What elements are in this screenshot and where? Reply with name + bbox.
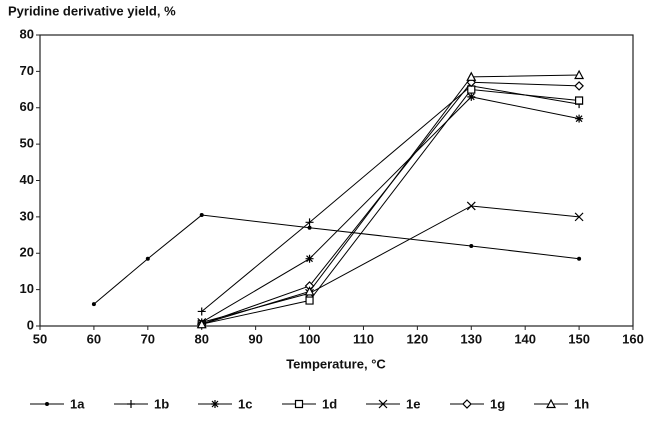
x-tick-label: 50 bbox=[33, 331, 47, 346]
marker bbox=[467, 92, 476, 101]
marker bbox=[466, 71, 477, 81]
legend-marker bbox=[45, 402, 49, 406]
marker bbox=[305, 254, 314, 263]
series-line bbox=[201, 81, 580, 325]
marker bbox=[196, 318, 207, 329]
legend-marker bbox=[211, 400, 219, 408]
x-tick-label: 60 bbox=[87, 331, 101, 346]
marker bbox=[467, 85, 476, 94]
marker bbox=[466, 201, 476, 211]
y-tick-label: 10 bbox=[20, 281, 34, 296]
legend-label: 1d bbox=[322, 396, 337, 411]
x-tick-label: 150 bbox=[568, 331, 590, 346]
x-tick-label: 140 bbox=[514, 331, 536, 346]
legend-label: 1g bbox=[490, 396, 505, 411]
series-line bbox=[201, 96, 580, 323]
x-tick-label: 110 bbox=[353, 331, 374, 346]
marker bbox=[574, 96, 584, 105]
series-line bbox=[93, 214, 580, 305]
chart-title: Pyridine derivative yield, % bbox=[8, 3, 176, 18]
x-tick-label: 80 bbox=[194, 331, 208, 346]
series-line bbox=[201, 74, 580, 325]
x-tick-label: 160 bbox=[622, 331, 644, 346]
y-tick-label: 40 bbox=[20, 172, 34, 187]
legend-label: 1e bbox=[406, 396, 420, 411]
series-line bbox=[201, 85, 580, 312]
y-tick-label: 30 bbox=[20, 208, 34, 223]
x-tick-label: 100 bbox=[299, 331, 321, 346]
x-axis-label: Temperature, °C bbox=[286, 356, 386, 371]
marker bbox=[199, 213, 204, 218]
legend-label: 1c bbox=[238, 396, 252, 411]
marker bbox=[145, 256, 150, 261]
y-tick-label: 80 bbox=[20, 26, 34, 41]
plot-frame bbox=[39, 34, 634, 327]
y-tick-label: 60 bbox=[20, 99, 34, 114]
y-tick-label: 20 bbox=[20, 245, 34, 260]
legend-label: 1h bbox=[574, 396, 589, 411]
x-tick-label: 70 bbox=[141, 331, 155, 346]
legend-marker bbox=[127, 400, 135, 408]
legend-label: 1b bbox=[154, 396, 169, 411]
legend-marker bbox=[546, 398, 556, 409]
series-line bbox=[201, 89, 580, 325]
marker bbox=[305, 218, 314, 227]
marker bbox=[574, 212, 584, 222]
y-tick-label: 70 bbox=[20, 63, 34, 78]
legend-marker bbox=[462, 399, 472, 409]
x-tick-label: 90 bbox=[248, 331, 262, 346]
y-tick-label: 0 bbox=[27, 317, 34, 332]
marker bbox=[304, 286, 315, 296]
legend-marker bbox=[294, 399, 304, 409]
marker bbox=[469, 243, 474, 248]
marker bbox=[197, 307, 206, 316]
legend-marker bbox=[378, 399, 388, 409]
legend-label: 1a bbox=[70, 396, 85, 411]
marker bbox=[91, 302, 96, 307]
marker bbox=[575, 114, 584, 123]
marker bbox=[305, 296, 314, 305]
marker bbox=[307, 225, 312, 230]
x-tick-label: 130 bbox=[460, 331, 482, 346]
marker bbox=[574, 69, 585, 80]
marker bbox=[577, 256, 582, 261]
x-tick-label: 120 bbox=[407, 331, 429, 346]
y-tick-label: 50 bbox=[20, 136, 34, 151]
marker bbox=[574, 81, 584, 91]
